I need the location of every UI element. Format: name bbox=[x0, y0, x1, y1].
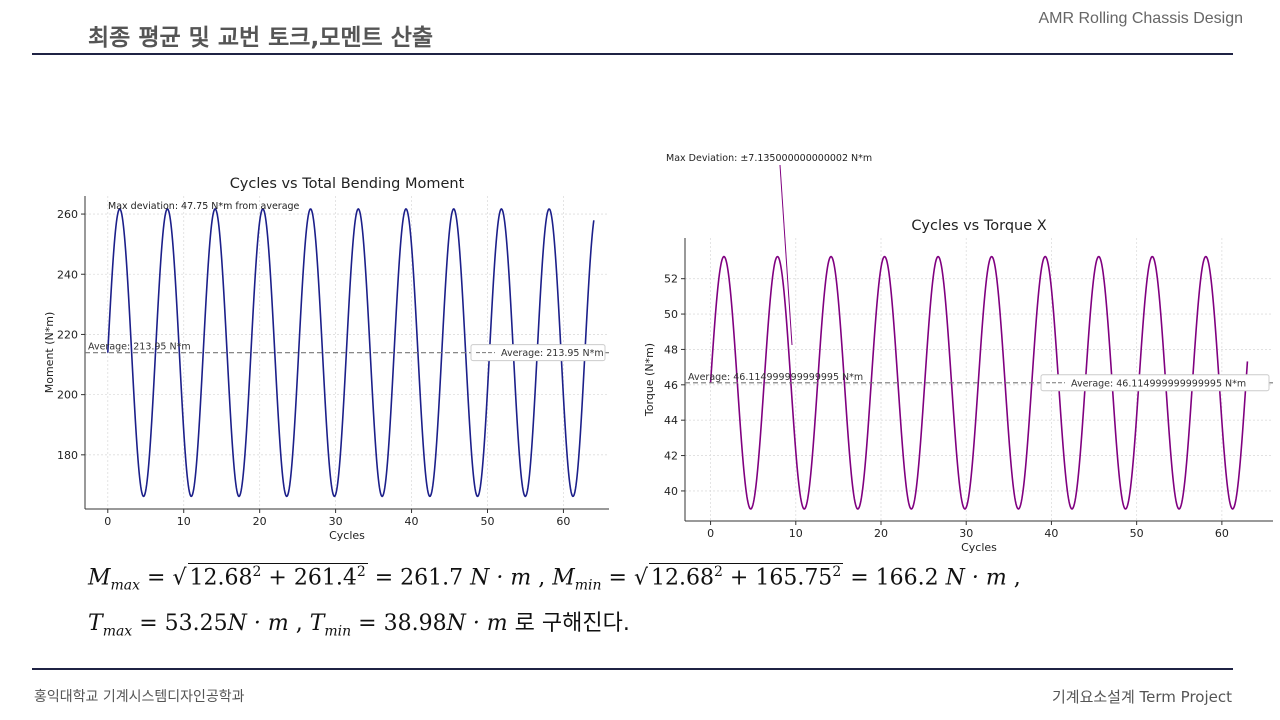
footer-divider bbox=[32, 668, 1233, 670]
max-deviation-annotation: Max Deviation: ±7.135000000000002 N*m bbox=[666, 153, 872, 164]
y-tick-label: 260 bbox=[57, 208, 78, 221]
x-tick-label: 30 bbox=[959, 527, 973, 540]
y-tick-label: 46 bbox=[664, 379, 678, 392]
annotation-arrow bbox=[779, 164, 793, 346]
x-tick-label: 10 bbox=[177, 515, 191, 528]
torque-x-chart: 0 10 20 30 40 50 60 40 42 44 46 48 50 52 Cycles vs Tor… bbox=[643, 153, 1273, 554]
legend-label: Average: 46.114999999999995 N*m bbox=[1071, 378, 1246, 389]
y-tick-label: 42 bbox=[664, 450, 678, 463]
y-axis-label: Torque (N*m) bbox=[643, 343, 656, 417]
equation-moment: Mmax = √ 12.682 + 261.42 = 261.7 N · m , … bbox=[88, 563, 1021, 594]
y-tick-label: 40 bbox=[664, 485, 678, 498]
legend-label: Average: 213.95 N*m bbox=[501, 348, 604, 359]
header-divider bbox=[32, 53, 1233, 55]
page-title: 최종 평균 및 교번 토크,모멘트 산출 bbox=[88, 25, 434, 51]
x-tick-label: 50 bbox=[480, 515, 494, 528]
footer-course: 기계요소설계 Term Project bbox=[1051, 688, 1232, 706]
x-tick-label: 50 bbox=[1130, 527, 1144, 540]
y-tick-label: 200 bbox=[57, 389, 78, 402]
x-tick-label: 40 bbox=[1044, 527, 1058, 540]
x-tick-label: 60 bbox=[1215, 527, 1229, 540]
average-line-label: Average: 213.95 N*m bbox=[88, 342, 191, 353]
x-axis-label: Cycles bbox=[961, 541, 997, 554]
x-tick-label: 40 bbox=[405, 515, 419, 528]
x-axis-label: Cycles bbox=[329, 529, 365, 542]
y-tick-label: 48 bbox=[664, 343, 678, 356]
average-line-label: Average: 46.114999999999995 N*m bbox=[688, 372, 863, 383]
series-line-0 bbox=[106, 207, 595, 498]
x-tick-label: 20 bbox=[253, 515, 267, 528]
brand-label: AMR Rolling Chassis Design bbox=[1038, 10, 1243, 27]
equation-torque: Tmax = 53.25N · m , Tmin = 38.98N · m 로 … bbox=[88, 611, 630, 640]
chart-title: Cycles vs Total Bending Moment bbox=[230, 176, 465, 192]
y-tick-label: 44 bbox=[664, 414, 678, 427]
y-axis-label: Moment (N*m) bbox=[43, 312, 56, 394]
x-tick-label: 10 bbox=[789, 527, 803, 540]
bending-moment-chart: 0 10 20 30 40 50 60 180 200 220 240 260 Cycles vs To… bbox=[43, 176, 609, 542]
y-tick-label: 52 bbox=[664, 273, 678, 286]
chart-title: Cycles vs Torque X bbox=[911, 218, 1046, 234]
legend-box bbox=[1040, 374, 1270, 392]
x-tick-label: 20 bbox=[874, 527, 888, 540]
max-deviation-annotation: Max deviation: 47.75 N*m from average bbox=[108, 201, 300, 212]
y-tick-label: 220 bbox=[57, 328, 78, 341]
y-tick-label: 180 bbox=[57, 449, 78, 462]
footer-university: 홍익대학교 기계시스템디자인공학과 bbox=[34, 689, 245, 705]
series-line-0 bbox=[709, 255, 1249, 510]
y-tick-label: 50 bbox=[664, 308, 678, 321]
x-tick-label: 0 bbox=[104, 515, 111, 528]
x-tick-label: 0 bbox=[707, 527, 714, 540]
x-tick-label: 30 bbox=[329, 515, 343, 528]
x-tick-label: 60 bbox=[556, 515, 570, 528]
legend-box bbox=[470, 344, 606, 362]
y-tick-label: 240 bbox=[57, 268, 78, 281]
